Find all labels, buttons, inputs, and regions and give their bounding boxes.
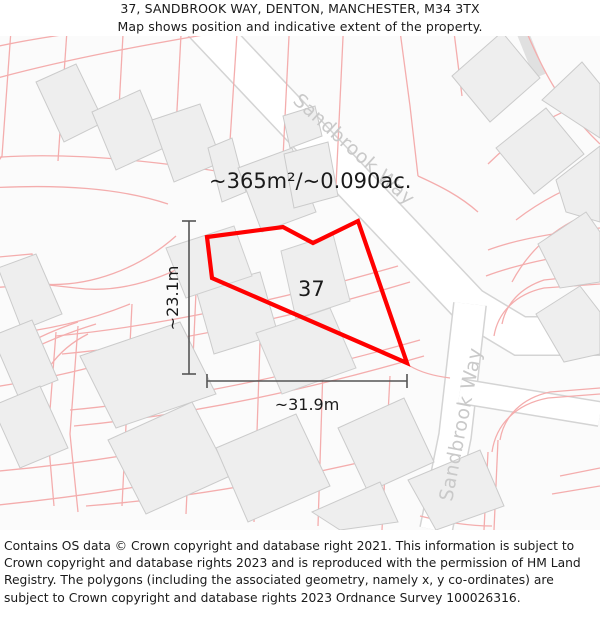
map-canvas[interactable]: Sandbrook Way Sandbrook Way ~365m²/~0.09… — [0, 36, 600, 530]
map-attribution-footer: Contains OS data © Crown copyright and d… — [0, 530, 600, 625]
page-header: 37, SANDBROOK WAY, DENTON, MANCHESTER, M… — [0, 0, 600, 36]
road-casing-stub — [517, 36, 546, 79]
building-footprints — [0, 36, 600, 530]
dimension-label-horizontal: ~31.9m — [275, 395, 340, 414]
road-fill-branch — [458, 379, 600, 426]
plot-number-label: 37 — [298, 277, 325, 301]
attribution-text: Contains OS data © Crown copyright and d… — [4, 539, 581, 605]
area-label: ~365m²/~0.090ac. — [209, 169, 411, 193]
page-title: 37, SANDBROOK WAY, DENTON, MANCHESTER, M… — [120, 1, 480, 16]
property-boundary-polygon[interactable] — [204, 218, 411, 367]
dimension-label-vertical: ~23.1m — [163, 266, 182, 331]
dimension-lines — [182, 220, 408, 388]
page-subtitle: Map shows position and indicative extent… — [117, 19, 483, 34]
